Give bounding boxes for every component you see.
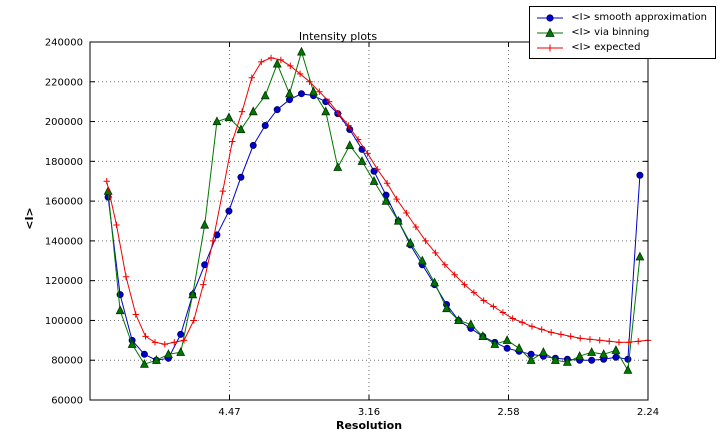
tick-labels: 60000 80000 100000 120000 140000 160000 180000…	[45, 38, 659, 419]
y-tick-label: 160000	[45, 197, 83, 208]
legend-entry-smooth-approximation: <I> smooth approximation	[535, 11, 707, 24]
x-axis-label: Resolution	[335, 419, 403, 432]
legend-marker-triangle-icon	[537, 27, 564, 37]
y-axis-label: <I>	[22, 207, 36, 230]
legend-label: <I> smooth approximation	[571, 12, 707, 23]
y-tick-label: 240000	[45, 38, 83, 49]
x-tick-label: 2.58	[497, 407, 519, 418]
series-markers	[103, 46, 645, 374]
series-markers	[103, 54, 652, 348]
x-tick-label: 3.16	[358, 407, 380, 418]
legend: <I> smooth approximation <I> via binning…	[529, 6, 716, 59]
legend-entry-via-binning: <I> via binning	[535, 26, 707, 39]
y-tick-label: 200000	[45, 117, 83, 128]
legend-marker-circle-icon	[537, 13, 564, 22]
y-tick-label: 100000	[45, 316, 83, 327]
legend-label: <I> via binning	[571, 27, 650, 38]
legend-label: <I> expected	[571, 42, 641, 53]
legend-marker-plus-icon	[537, 44, 564, 51]
chart-title: Intensity plots	[298, 30, 378, 43]
y-tick-label: 220000	[45, 77, 83, 88]
legend-entry-expected: <I> expected	[535, 41, 707, 54]
tick-marks	[90, 41, 649, 401]
series-1	[103, 46, 645, 374]
y-tick-label: 60000	[51, 396, 83, 407]
y-tick-label: 80000	[51, 356, 83, 367]
series-2	[103, 54, 652, 348]
y-tick-label: 120000	[45, 276, 83, 287]
y-tick-label: 180000	[45, 157, 83, 168]
x-tick-label: 2.24	[637, 407, 659, 418]
x-tick-label: 4.47	[218, 407, 240, 418]
y-tick-label: 140000	[45, 236, 83, 247]
